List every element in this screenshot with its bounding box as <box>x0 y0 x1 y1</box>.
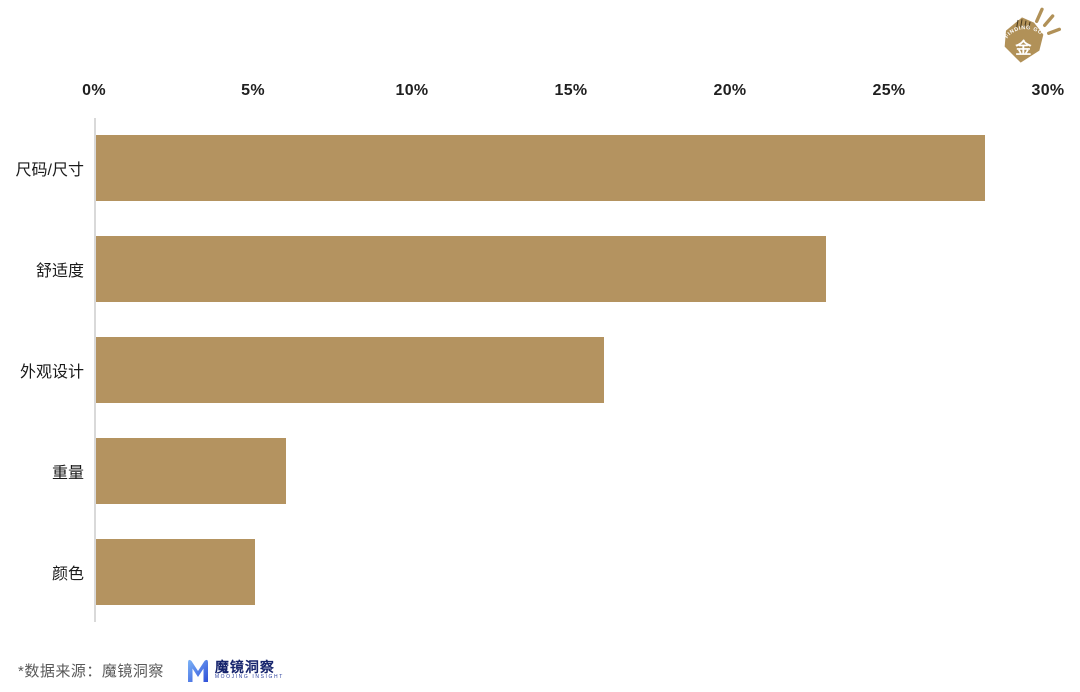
source-text: *数据来源：魔镜洞察 <box>18 662 164 680</box>
category-label: 外观设计 <box>19 363 84 381</box>
bar-2 <box>96 236 826 303</box>
finding-gold-logo: FINDING GOLD 金 <box>990 4 1061 63</box>
gold-nugget-icon <box>1004 17 1044 63</box>
source-note: *数据来源：魔镜洞察 魔镜洞察 MOOJING INSIGHT <box>18 652 284 688</box>
x-axis: 0% 5% 10% 15% 20% 25% 30% <box>82 82 1064 104</box>
category-label: 颜色 <box>51 565 84 583</box>
moojing-m-icon <box>187 659 208 682</box>
category-label: 尺码/尺寸 <box>15 162 84 180</box>
chart-row: 颜色 <box>52 521 1048 622</box>
category-label: 舒适度 <box>35 263 84 281</box>
nugget-texture-icon <box>1016 19 1031 29</box>
x-axis-tick-label: 0% <box>82 82 106 99</box>
chart-row: 尺码/尺寸 <box>16 118 1048 219</box>
x-axis-tick-label: 30% <box>1031 82 1065 99</box>
chart-row: 舒适度 <box>36 219 1048 320</box>
moojing-brand-name: 魔镜洞察 <box>214 658 275 675</box>
category-label: 重量 <box>51 464 84 482</box>
bar-1 <box>96 135 985 202</box>
chart-row: 外观设计 <box>20 320 1048 421</box>
x-axis-tick-label: 25% <box>872 82 906 99</box>
bar-5 <box>96 538 255 605</box>
chart-row: 重量 <box>52 420 1048 521</box>
logo-rays-icon <box>1035 7 1061 35</box>
moojing-logo-text: 魔镜洞察 MOOJING INSIGHT <box>214 658 284 681</box>
moojing-logo: 魔镜洞察 MOOJING INSIGHT <box>186 656 284 684</box>
plot-area: 尺码/尺寸舒适度外观设计重量颜色 <box>16 118 1048 622</box>
x-axis-tick-label: 20% <box>713 82 747 99</box>
bar-4 <box>96 437 287 504</box>
x-axis-tick-label: 5% <box>241 82 265 99</box>
x-axis-tick-label: 15% <box>554 82 588 99</box>
logo-center-character: 金 <box>1014 38 1032 57</box>
moojing-tagline: MOOJING INSIGHT <box>214 674 284 681</box>
x-axis-tick-label: 10% <box>395 82 429 99</box>
bar-3 <box>96 336 604 403</box>
